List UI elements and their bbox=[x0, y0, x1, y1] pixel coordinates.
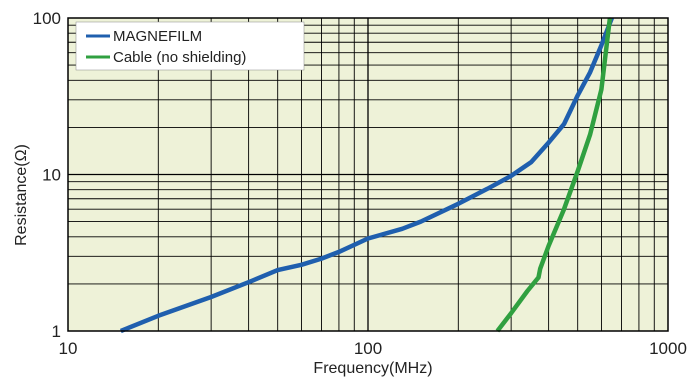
plot-frame bbox=[67, 17, 669, 332]
series-layer bbox=[119, 17, 614, 334]
x-tick-label: 1000 bbox=[649, 339, 687, 358]
y-tick-label: 10 bbox=[42, 166, 61, 185]
y-axis-title: Resistance(Ω) bbox=[13, 144, 30, 246]
x-tick-label: 100 bbox=[354, 339, 382, 358]
legend-label-magnefilm: MAGNEFILM bbox=[113, 28, 202, 45]
series-line-magnefilm bbox=[119, 17, 614, 334]
legend: MAGNEFILM Cable (no shielding) bbox=[75, 21, 305, 71]
series-line-cable-no-shielding bbox=[495, 17, 613, 333]
y-tick-label: 1 bbox=[52, 322, 61, 341]
legend-box bbox=[75, 21, 305, 71]
y-tick-label: 100 bbox=[33, 9, 61, 28]
x-axis-title: Frequency(MHz) bbox=[313, 360, 432, 377]
legend-label-cable-no-shielding: Cable (no shielding) bbox=[113, 49, 246, 66]
x-tick-label: 10 bbox=[59, 339, 78, 358]
